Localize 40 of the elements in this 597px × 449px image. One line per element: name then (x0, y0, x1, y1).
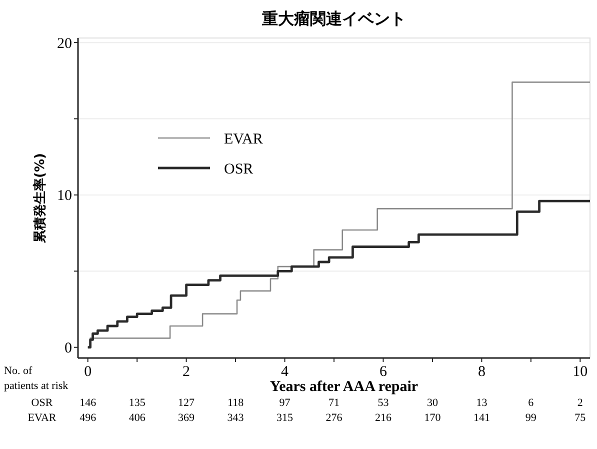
text: No. of (4, 365, 32, 377)
text: 13 (476, 397, 488, 409)
text: 75 (574, 412, 586, 424)
y-tick-label: 20 (57, 36, 72, 52)
x-tick-label: 4 (281, 364, 290, 380)
x-tick-label: 2 (182, 364, 190, 380)
text: 99 (525, 412, 537, 424)
text: 53 (378, 397, 390, 409)
y-tick-label: 0 (64, 340, 72, 357)
x-tick-label: 0 (84, 364, 92, 380)
x-tick-label: 6 (379, 364, 388, 380)
y-tick-label: 10 (57, 188, 72, 204)
text: 118 (227, 397, 244, 409)
legend-label: EVAR (224, 131, 263, 148)
text: 369 (178, 412, 196, 424)
text: 343 (227, 412, 244, 424)
text: 170 (424, 412, 442, 424)
text: 6 (528, 397, 534, 409)
x-axis-title: Years after AAA repair (270, 379, 418, 395)
text: EVAR (28, 412, 57, 424)
text: 315 (276, 412, 294, 424)
text: 141 (473, 412, 490, 424)
text: 2 (577, 397, 583, 409)
text: 97 (279, 397, 291, 409)
text: 30 (426, 397, 438, 409)
text: 71 (328, 397, 340, 409)
text: OSR (31, 397, 54, 409)
text: 127 (178, 397, 196, 409)
legend-label: OSR (224, 161, 254, 178)
text: 146 (80, 397, 97, 409)
text: 135 (128, 397, 146, 409)
text: 406 (128, 412, 146, 424)
text: 496 (80, 412, 97, 424)
y-axis-title: 累積発生率(%) (32, 153, 48, 244)
text: 216 (374, 412, 392, 424)
chart-title: 重大瘤関連イベント (261, 9, 406, 28)
text: 276 (326, 412, 343, 424)
text: patients at risk (4, 380, 69, 392)
x-tick-label: 8 (478, 364, 486, 380)
x-tick-label: 10 (572, 364, 588, 380)
